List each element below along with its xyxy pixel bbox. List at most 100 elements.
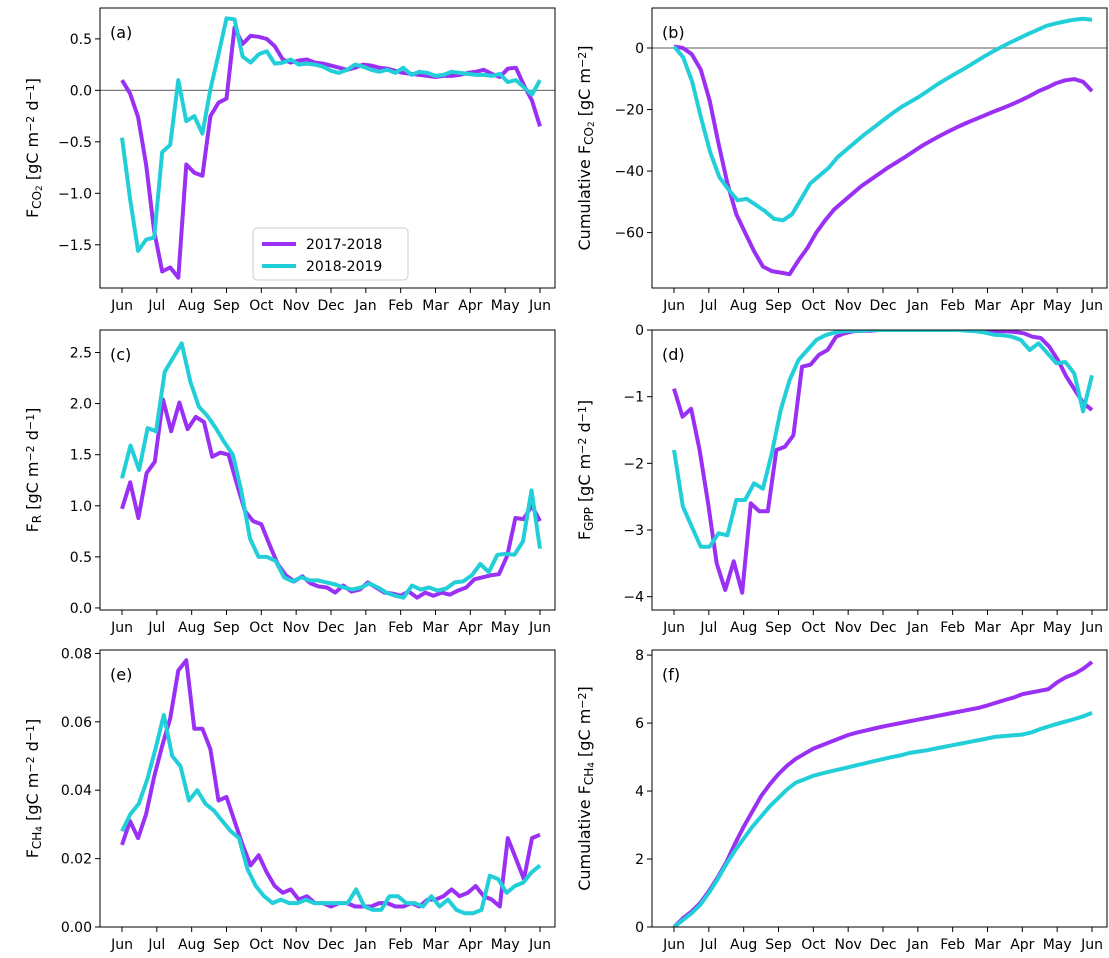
x-tick-label: May (1043, 937, 1072, 953)
panel-5: 0 2 4 6 8 Jun Jul Aug Sep Oct Nov Dec Jan Feb Mar Apr Ma… (575, 648, 1108, 953)
x-tick-label: Jun (110, 937, 133, 953)
y-tick-label: 2.5 (70, 345, 92, 361)
x-tick-label: Aug (730, 298, 757, 314)
legend: 2017-2018 2018-2019 (252, 227, 409, 281)
x-tick-label: Dec (317, 937, 344, 953)
x-tick-label: Apr (1010, 298, 1034, 314)
y-tick-label: 0.00 (61, 920, 92, 936)
y-axis-label: FCH4 [gC m−2 d−1] (23, 719, 45, 859)
series-line-2017-2018 (672, 660, 1094, 927)
x-tick-label: Mar (422, 620, 449, 636)
x-tick-label: Dec (317, 298, 344, 314)
y-tick-label: −4 (623, 590, 644, 606)
x-tick-label: Jan (906, 298, 929, 314)
series-line-2017-2018 (120, 397, 542, 600)
y-tick-label: 0.08 (61, 646, 92, 662)
axes-frame (99, 7, 556, 289)
y-tick-label: 1.0 (70, 499, 92, 515)
x-tick-label: Jul (147, 620, 165, 636)
y-tick-label: 0.0 (70, 83, 92, 99)
x-tick-label: Oct (249, 937, 274, 953)
x-tick-label: Feb (940, 620, 965, 636)
axes-frame (99, 649, 556, 928)
x-tick-label: Nov (283, 620, 310, 636)
panel-3: −4 −3 −2 −1 0 Jun Jul Aug Sep Oct Nov Dec Jan Feb Mar A… (575, 323, 1108, 636)
x-tick-label: Jul (699, 298, 717, 314)
y-tick-label: 0.5 (70, 550, 92, 566)
axes-frame (99, 329, 556, 611)
x-tick-label: Apr (1010, 937, 1034, 953)
series-line-2018-2019 (672, 330, 1094, 549)
x-tick-label: Apr (458, 298, 482, 314)
panel-label: (c) (110, 345, 131, 364)
x-tick-label: Aug (178, 620, 205, 636)
x-tick-label: Nov (283, 937, 310, 953)
x-tick-label: Jul (699, 937, 717, 953)
x-tick-label: Oct (249, 298, 274, 314)
x-tick-label: Mar (974, 298, 1001, 314)
x-tick-label: Feb (388, 620, 413, 636)
x-tick-label: Jan (906, 937, 929, 953)
x-tick-label: Dec (869, 620, 896, 636)
x-tick-label: Jun (110, 620, 133, 636)
x-tick-label: Jun (662, 620, 685, 636)
panel-label: (e) (110, 665, 132, 684)
y-tick-label: 8 (635, 648, 644, 664)
x-tick-label: Sep (765, 620, 792, 636)
x-tick-label: Jun (1080, 937, 1103, 953)
x-tick-label: Sep (765, 937, 792, 953)
series-line-2018-2019 (120, 16, 542, 253)
x-tick-label: Dec (869, 298, 896, 314)
x-tick-label: Apr (458, 620, 482, 636)
x-tick-label: Feb (388, 298, 413, 314)
panel-label: (b) (662, 23, 685, 42)
x-tick-label: Oct (801, 298, 826, 314)
y-tick-label: 0.04 (61, 783, 92, 799)
series-line-2017-2018 (672, 330, 1094, 595)
series-line-2017-2018 (120, 658, 541, 909)
x-tick-label: Jun (528, 620, 551, 636)
x-tick-label: Aug (178, 298, 205, 314)
x-tick-label: Feb (388, 937, 413, 953)
x-tick-label: Jul (147, 937, 165, 953)
x-tick-label: Apr (458, 937, 482, 953)
x-tick-label: Feb (940, 298, 965, 314)
y-tick-label: 0 (635, 323, 644, 339)
panel-1: −60 −40 −20 0 Jun Jul Aug Sep Oct Nov Dec Jan Feb Mar… (575, 7, 1108, 314)
y-tick-label: 6 (635, 716, 644, 732)
x-tick-label: Jun (528, 937, 551, 953)
x-tick-label: Dec (317, 620, 344, 636)
series-line-2018-2019 (672, 16, 1093, 223)
x-tick-label: Dec (869, 937, 896, 953)
y-tick-label: 0 (635, 920, 644, 936)
y-axis-label: FR [gC m−2 d−1] (23, 408, 44, 533)
panel-label: (a) (110, 23, 132, 42)
y-axis-label: Cumulative FCO2 [gC m−2] (575, 46, 597, 251)
y-axis-label: FGPP [gC m−2 d−1] (575, 400, 596, 540)
x-tick-label: Oct (249, 620, 274, 636)
y-tick-label: −40 (614, 164, 644, 180)
panel-2: 0.0 0.5 1.0 1.5 2.0 2.5 Jun Jul Aug Sep Oct Nov Dec J… (23, 329, 556, 636)
x-tick-label: Mar (422, 937, 449, 953)
x-tick-label: May (491, 620, 520, 636)
y-axis-label: Cumulative FCH4 [gC m−2] (575, 686, 597, 891)
axes-frame (651, 7, 1108, 289)
legend-label: 2018-2019 (306, 259, 382, 275)
y-tick-label: −0.5 (58, 135, 92, 151)
x-tick-label: Apr (1010, 620, 1034, 636)
series-line-2017-2018 (673, 44, 1094, 277)
panel-4: 0.00 0.02 0.04 0.06 0.08 Jun Jul Aug Sep Oct Nov De… (23, 646, 556, 953)
x-tick-label: Sep (765, 298, 792, 314)
x-tick-label: Sep (213, 937, 240, 953)
x-tick-label: Jun (1080, 298, 1103, 314)
x-tick-label: May (491, 298, 520, 314)
x-tick-label: Sep (213, 620, 240, 636)
x-tick-label: May (1043, 298, 1072, 314)
x-tick-label: Sep (213, 298, 240, 314)
y-tick-label: 0.02 (61, 852, 92, 868)
axes-frame (651, 649, 1108, 928)
x-tick-label: Feb (940, 937, 965, 953)
x-tick-label: Nov (835, 298, 862, 314)
x-tick-label: May (491, 937, 520, 953)
series-line-2018-2019 (120, 713, 542, 916)
